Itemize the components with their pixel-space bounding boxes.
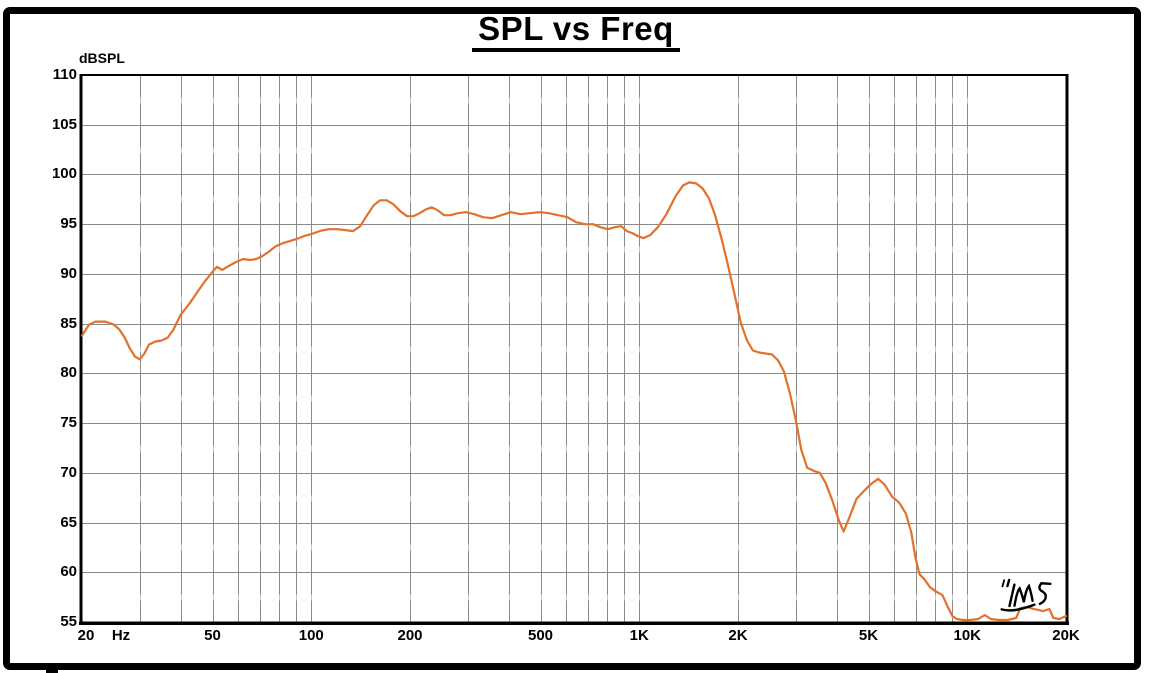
chart-title-text: SPL vs Freq xyxy=(472,10,680,53)
lms-logo-strokes xyxy=(1000,578,1052,612)
y-axis-unit-label: dBSPL xyxy=(79,50,125,66)
page-corner-tab xyxy=(46,663,58,673)
y-tick-label: 105 xyxy=(51,115,77,133)
y-tick-label: 85 xyxy=(60,314,77,332)
y-tick-label: 65 xyxy=(60,513,77,531)
y-tick-label: 110 xyxy=(52,66,77,83)
y-tick-label: 70 xyxy=(60,463,77,481)
lms-logo: LMS xyxy=(1000,578,1052,612)
chart-title: SPL vs Freq xyxy=(0,10,1152,53)
x-tick-label: 50 xyxy=(204,627,221,644)
y-tick-label: 55 xyxy=(60,613,77,630)
y-tick-label: 75 xyxy=(60,414,77,432)
x-tick-label: 5K xyxy=(858,627,879,644)
x-tick-label: 2K xyxy=(728,627,748,644)
y-tick-label: 60 xyxy=(60,563,77,581)
x-tick-label: 20K xyxy=(1052,627,1080,644)
y-tick-label: 90 xyxy=(60,264,77,282)
x-axis-unit-label: Hz xyxy=(111,627,131,644)
y-tick-label: 80 xyxy=(60,364,77,382)
x-tick-label: 10K xyxy=(953,627,982,644)
x-tick-label: 1K xyxy=(629,627,649,644)
x-tick-label: 500 xyxy=(528,627,554,644)
y-tick-label: 95 xyxy=(60,215,77,233)
spl-curve xyxy=(80,181,1068,622)
page-border xyxy=(3,7,1141,670)
y-tick-label: 100 xyxy=(51,165,77,183)
x-tick-label: 200 xyxy=(397,627,423,644)
x-tick-label: 20 xyxy=(77,627,95,644)
x-tick-label: 100 xyxy=(298,627,324,644)
